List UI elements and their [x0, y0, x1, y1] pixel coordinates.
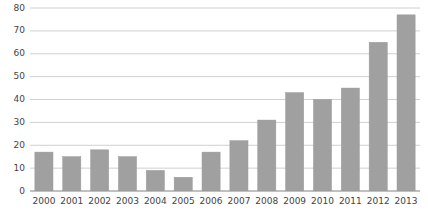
bar	[341, 88, 359, 191]
bars	[35, 15, 415, 191]
y-tick-label: 20	[14, 140, 26, 150]
x-axis: 2000 2001 2002 2003 2004 2005 2006 2007 2008 2009…	[32, 196, 417, 206]
x-tick-label: 2013	[395, 196, 418, 206]
x-tick-label: 2009	[283, 196, 306, 206]
bar	[313, 100, 331, 192]
bar	[286, 93, 304, 191]
x-tick-label: 2010	[311, 196, 334, 206]
y-tick-label: 50	[14, 71, 26, 81]
bar	[174, 177, 192, 191]
grid-line	[30, 99, 420, 100]
bar	[369, 42, 387, 191]
chart-container: 0102030405060708020002001200220032004200…	[0, 0, 428, 213]
x-tick-label: 2011	[339, 196, 362, 206]
y-axis: 0 10 20 30 40 50 60 70 80	[14, 3, 26, 196]
chart: 0102030405060708020002001200220032004200…	[0, 0, 428, 213]
x-tick-label: 2008	[255, 196, 278, 206]
bar	[230, 141, 248, 191]
x-tick-label: 2012	[367, 196, 390, 206]
y-tick-label: 60	[14, 48, 26, 58]
grid-line	[30, 145, 420, 146]
x-tick-label: 2002	[88, 196, 111, 206]
bar	[258, 120, 276, 191]
x-tick-label: 2006	[200, 196, 223, 206]
bar	[35, 152, 53, 191]
x-tick-label: 2001	[60, 196, 83, 206]
y-tick-label: 80	[14, 3, 26, 13]
grid	[30, 8, 420, 191]
bar	[118, 157, 136, 191]
x-tick-label: 2003	[116, 196, 139, 206]
grid-line	[30, 122, 420, 123]
grid-line	[30, 53, 420, 54]
y-tick-label: 10	[14, 163, 26, 173]
x-axis-line	[30, 191, 420, 192]
grid-line	[30, 168, 420, 169]
grid-line	[30, 191, 420, 192]
bar	[63, 157, 81, 191]
grid-line	[30, 8, 420, 9]
bar	[202, 152, 220, 191]
grid-line	[30, 76, 420, 77]
grid-line	[30, 30, 420, 31]
x-tick-label: 2000	[32, 196, 55, 206]
y-tick-label: 70	[14, 25, 26, 35]
x-tick-label: 2004	[144, 196, 167, 206]
y-tick-label: 40	[14, 94, 26, 104]
y-tick-label: 30	[14, 117, 26, 127]
bar	[146, 170, 164, 191]
x-tick-label: 2005	[172, 196, 195, 206]
bar	[397, 15, 415, 191]
bar	[91, 150, 109, 191]
x-tick-label: 2007	[227, 196, 250, 206]
y-tick-label: 0	[19, 186, 25, 196]
